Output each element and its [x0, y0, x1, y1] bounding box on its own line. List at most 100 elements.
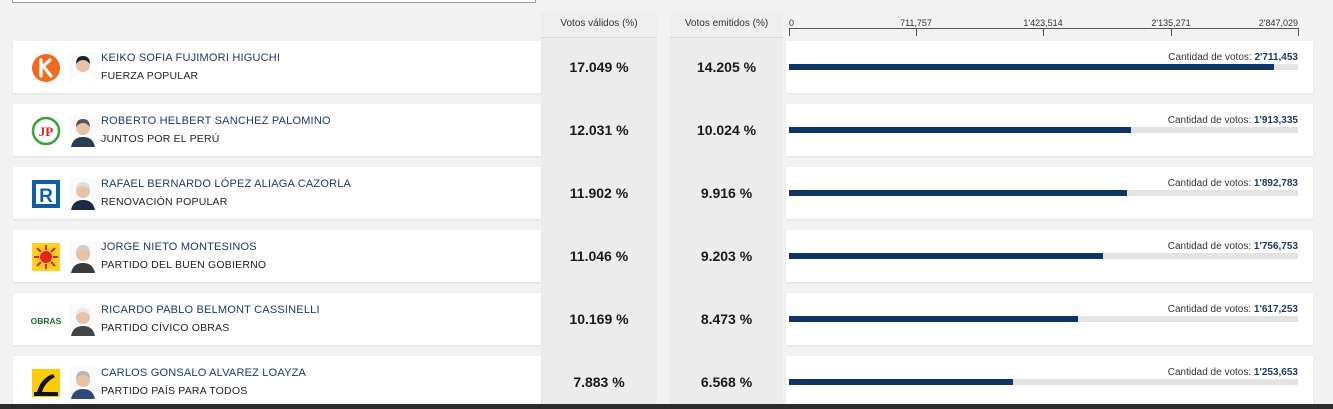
votes-count-label: Cantidad de votos: 1'253,653 — [1168, 367, 1298, 378]
votos-emitidos-value: 9.203 % — [700, 248, 753, 264]
votos-emitidos-value: 9.916 % — [700, 185, 753, 201]
votes-prefix: Cantidad de votos: — [1167, 178, 1254, 189]
votos-emitidos-header[interactable]: Votos emitidos (%) — [670, 13, 783, 38]
votes-count-label: Cantidad de votos: 1'913,335 — [1168, 115, 1298, 126]
votes-count-label: Cantidad de votos: 1'892,783 — [1168, 178, 1298, 189]
votes-bar — [789, 127, 1131, 133]
candidate-avatar — [69, 115, 97, 147]
juntos-por-el-peru-logo-icon: JP — [31, 116, 61, 146]
obras-logo-icon: OBRAS — [31, 305, 61, 335]
candidate-name[interactable]: RAFAEL BERNARDO LÓPEZ ALIAGA CAZORLA — [101, 178, 352, 190]
votos-emitidos-value: 14.205 % — [696, 59, 757, 75]
votos-emitidos-column — [670, 38, 783, 409]
votes-count: 2'711,453 — [1254, 52, 1298, 63]
votes-bar — [789, 190, 1127, 196]
votes-prefix: Cantidad de votos: — [1167, 304, 1254, 315]
taskbar-edge — [0, 404, 1333, 409]
candidate-avatar — [69, 241, 97, 273]
votes-bar — [789, 253, 1103, 259]
candidate-row[interactable]: KEIKO SOFIA FUJIMORI HIGUCHI FUERZA POPUL… — [13, 41, 1313, 93]
candidate-avatar — [69, 367, 97, 399]
candidate-card — [13, 356, 541, 408]
candidate-card — [13, 41, 541, 93]
votes-count: 1'913,335 — [1253, 115, 1298, 126]
party-name: PARTIDO DEL BUEN GOBIERNO — [101, 259, 267, 271]
candidate-row[interactable]: CARLOS GONSALO ALVAREZ LOAYZA PARTIDO PAÍ… — [13, 356, 1313, 408]
candidate-avatar — [69, 304, 97, 336]
votes-bar-track — [789, 64, 1298, 70]
votos-validos-value: 12.031 % — [569, 122, 629, 138]
votes-bar-track — [789, 127, 1298, 133]
candidate-name[interactable]: JORGE NIETO MONTESINOS — [101, 241, 257, 253]
votes-prefix: Cantidad de votos: — [1167, 367, 1254, 378]
candidate-row[interactable]: JORGE NIETO MONTESINOS PARTIDO DEL BUEN G… — [13, 230, 1313, 282]
votes-count-label: Cantidad de votos: 1'756,753 — [1168, 241, 1298, 252]
votes-count-label: Cantidad de votos: 1'617,253 — [1168, 304, 1298, 315]
axis-tick-label: 0 — [789, 18, 795, 28]
candidate-avatar — [69, 52, 97, 84]
votos-validos-value: 11.902 % — [569, 185, 629, 201]
axis-line — [789, 28, 1299, 29]
votos-validos-column — [541, 38, 657, 409]
votes-axis: 0 711,757 1'423,514 2'135,271 2'847,029 — [789, 16, 1299, 42]
votos-emitidos-value: 10.024 % — [696, 122, 757, 138]
candidate-card — [13, 293, 541, 345]
candidate-row[interactable]: OBRAS RICARDO PABLO BELMONT CASSINELLI PAR… — [13, 293, 1313, 345]
results-header: Votos válidos (%) Votos emitidos (%) 0 71… — [0, 8, 1333, 38]
party-name: JUNTOS POR EL PERÚ — [101, 133, 220, 145]
search-input[interactable] — [12, 0, 536, 3]
axis-tick — [1171, 28, 1172, 36]
votes-bar-track — [789, 316, 1298, 322]
svg-text:JP: JP — [39, 124, 54, 139]
votes-bar-track — [789, 190, 1298, 196]
axis-tick — [1043, 28, 1044, 36]
votes-count: 1'756,753 — [1253, 241, 1298, 252]
svg-text:OBRAS: OBRAS — [31, 316, 61, 326]
votes-prefix: Cantidad de votos: — [1168, 52, 1255, 63]
party-name: RENOVACIÓN POPULAR — [101, 196, 228, 208]
candidate-card — [13, 104, 541, 156]
votes-prefix: Cantidad de votos: — [1167, 115, 1254, 126]
votos-validos-value: 17.049 % — [569, 59, 629, 75]
axis-tick-label: 2'135,271 — [1151, 18, 1191, 28]
axis-tick-label: 2'847,029 — [1258, 18, 1298, 28]
renovacion-popular-logo-icon: R — [31, 179, 61, 209]
votes-count: 1'253,653 — [1253, 367, 1298, 378]
candidate-name[interactable]: ROBERTO HELBERT SANCHEZ PALOMINO — [101, 115, 331, 127]
axis-tick — [1298, 28, 1299, 36]
svg-text:R: R — [39, 186, 53, 207]
votes-bar — [789, 379, 1013, 385]
axis-tick — [789, 28, 790, 36]
votos-validos-value: 7.883 % — [573, 374, 625, 390]
party-name: FUERZA POPULAR — [101, 70, 199, 82]
votos-validos-value: 10.169 % — [569, 311, 629, 327]
candidate-name[interactable]: KEIKO SOFIA FUJIMORI HIGUCHI — [101, 52, 281, 64]
buen-gobierno-logo-icon — [31, 242, 61, 272]
votos-validos-header[interactable]: Votos válidos (%) — [541, 13, 657, 38]
candidate-avatar — [69, 178, 97, 210]
votes-count: 1'617,253 — [1253, 304, 1298, 315]
fuerza-popular-logo-icon — [31, 53, 61, 83]
votes-bar — [789, 64, 1274, 70]
axis-tick-label: 1'423,514 — [1023, 18, 1063, 28]
party-name: PARTIDO CÍVICO OBRAS — [101, 322, 230, 334]
votos-emitidos-value: 8.473 % — [700, 311, 753, 327]
pais-para-todos-logo-icon — [31, 368, 61, 398]
candidate-row[interactable]: JP ROBERTO HELBERT SANCHEZ PALOMINO JUNTOS… — [13, 104, 1313, 156]
votos-validos-value: 11.046 % — [569, 248, 629, 264]
axis-tick-label: 711,757 — [900, 18, 932, 28]
candidate-card — [13, 167, 541, 219]
votes-bar — [789, 316, 1078, 322]
party-name: PARTIDO PAÍS PARA TODOS — [101, 385, 248, 397]
votos-emitidos-value: 6.568 % — [700, 374, 753, 390]
votes-bar-track — [789, 253, 1298, 259]
candidate-name[interactable]: CARLOS GONSALO ALVAREZ LOAYZA — [101, 367, 307, 379]
candidate-name[interactable]: RICARDO PABLO BELMONT CASSINELLI — [101, 304, 320, 316]
candidate-row[interactable]: R RAFAEL BERNARDO LÓPEZ ALIAGA CAZORLA REN… — [13, 167, 1313, 219]
votes-count: 1'892,783 — [1253, 178, 1298, 189]
votes-bar-track — [789, 379, 1298, 385]
votes-prefix: Cantidad de votos: — [1167, 241, 1254, 252]
votes-count-label: Cantidad de votos: 2'711,453 — [1168, 52, 1298, 63]
candidate-card — [13, 230, 541, 282]
axis-tick — [916, 28, 917, 36]
